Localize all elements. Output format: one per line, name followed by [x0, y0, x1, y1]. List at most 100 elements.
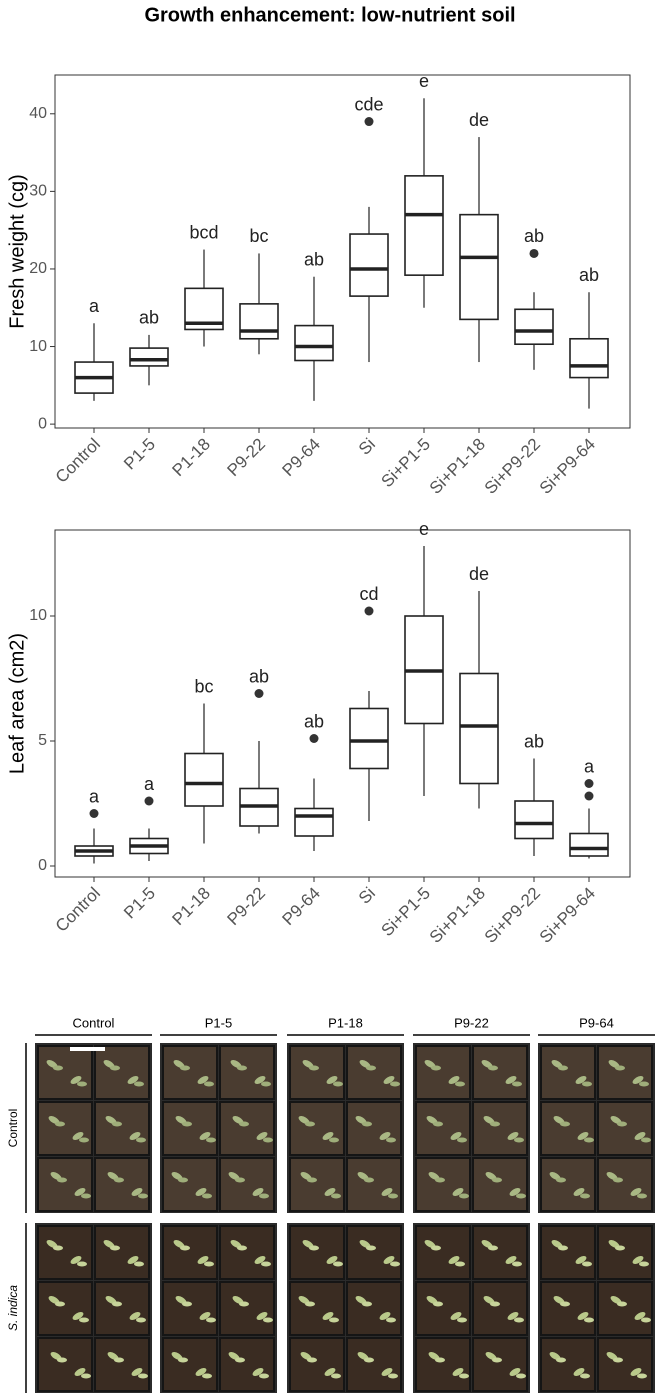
pot	[94, 1225, 150, 1280]
seedling	[383, 1256, 395, 1264]
box	[184, 752, 224, 807]
seedling	[355, 1296, 367, 1304]
seedling	[390, 1081, 400, 1087]
seedling	[582, 1261, 592, 1267]
seedling	[136, 1317, 146, 1323]
pot	[219, 1045, 275, 1100]
seedling	[575, 1076, 587, 1084]
seedling	[483, 1116, 495, 1124]
pot	[597, 1225, 653, 1280]
pot	[540, 1225, 596, 1280]
seedling	[103, 1240, 115, 1248]
seedling	[138, 1373, 148, 1379]
significance-letter: cde	[354, 94, 383, 114]
seedling	[485, 1172, 497, 1180]
pot	[37, 1281, 93, 1336]
seedling	[322, 1132, 334, 1140]
pot	[346, 1337, 402, 1392]
seedling	[448, 1256, 460, 1264]
pot	[540, 1101, 596, 1156]
seedling	[560, 1301, 570, 1307]
seedling	[57, 1177, 67, 1183]
x-tick-label: P1-18	[168, 884, 214, 930]
seedling	[553, 1116, 565, 1124]
seedling	[70, 1256, 82, 1264]
seedling	[641, 1137, 651, 1143]
seedling	[300, 1352, 312, 1360]
pot	[162, 1225, 218, 1280]
seedling	[426, 1116, 438, 1124]
y-tick-label: 40	[29, 105, 47, 122]
seedling	[136, 1137, 146, 1143]
seedling	[197, 1256, 209, 1264]
outlier	[89, 809, 99, 818]
seedling	[505, 1076, 517, 1084]
seedling	[577, 1312, 589, 1320]
seedling	[77, 1261, 87, 1267]
pot	[219, 1157, 275, 1212]
pot	[162, 1281, 218, 1336]
seedling	[77, 1081, 87, 1087]
pot	[346, 1281, 402, 1336]
seedling	[492, 1177, 502, 1183]
seedling	[131, 1188, 143, 1196]
seedling	[127, 1076, 139, 1084]
seedling	[433, 1121, 443, 1127]
seedling	[134, 1081, 144, 1087]
plot-panel	[54, 529, 631, 878]
seedling	[483, 1296, 495, 1304]
seedling	[204, 1081, 214, 1087]
seedling	[362, 1301, 372, 1307]
seedling	[235, 1177, 245, 1183]
pot	[37, 1157, 93, 1212]
seedling	[55, 1301, 65, 1307]
seedling	[230, 1060, 242, 1068]
box	[294, 324, 334, 362]
seedling	[70, 1076, 82, 1084]
seedling	[514, 1137, 524, 1143]
seedling	[355, 1116, 367, 1124]
significance-letter: ab	[304, 711, 324, 731]
pot	[289, 1045, 345, 1100]
x-tick-label: Control	[52, 884, 104, 936]
seedling	[131, 1368, 143, 1376]
column-label: P1-5	[205, 1015, 232, 1030]
seedling	[558, 1245, 568, 1251]
seedling	[452, 1188, 464, 1196]
seedling	[256, 1132, 268, 1140]
pot	[415, 1337, 471, 1392]
seedling	[488, 1245, 498, 1251]
column-label: P1-18	[328, 1015, 363, 1030]
column-label: Control	[73, 1015, 115, 1030]
y-tick-label: 0	[38, 415, 47, 432]
x-tick-label: Si	[355, 435, 379, 459]
seedling	[72, 1132, 84, 1140]
seedling	[433, 1301, 443, 1307]
seedling	[424, 1060, 436, 1068]
significance-letter: ab	[579, 265, 599, 285]
seedling	[512, 1261, 522, 1267]
seedling	[549, 1172, 561, 1180]
pot	[289, 1225, 345, 1280]
pot	[162, 1045, 218, 1100]
x-tick-label: P9-64	[278, 884, 324, 930]
seedling	[55, 1121, 65, 1127]
pot	[219, 1281, 275, 1336]
seedling	[127, 1256, 139, 1264]
seedling	[302, 1060, 314, 1068]
seedling	[81, 1373, 91, 1379]
seedling	[105, 1296, 117, 1304]
seedling	[50, 1172, 62, 1180]
seedling	[232, 1296, 244, 1304]
seedling	[509, 1188, 521, 1196]
y-tick-label: 10	[29, 338, 47, 355]
seedling	[72, 1312, 84, 1320]
pot	[94, 1045, 150, 1100]
pot	[346, 1157, 402, 1212]
seedling	[107, 1172, 119, 1180]
seedling	[134, 1261, 144, 1267]
pot	[415, 1045, 471, 1100]
seedling	[615, 1065, 625, 1071]
box	[569, 337, 609, 379]
